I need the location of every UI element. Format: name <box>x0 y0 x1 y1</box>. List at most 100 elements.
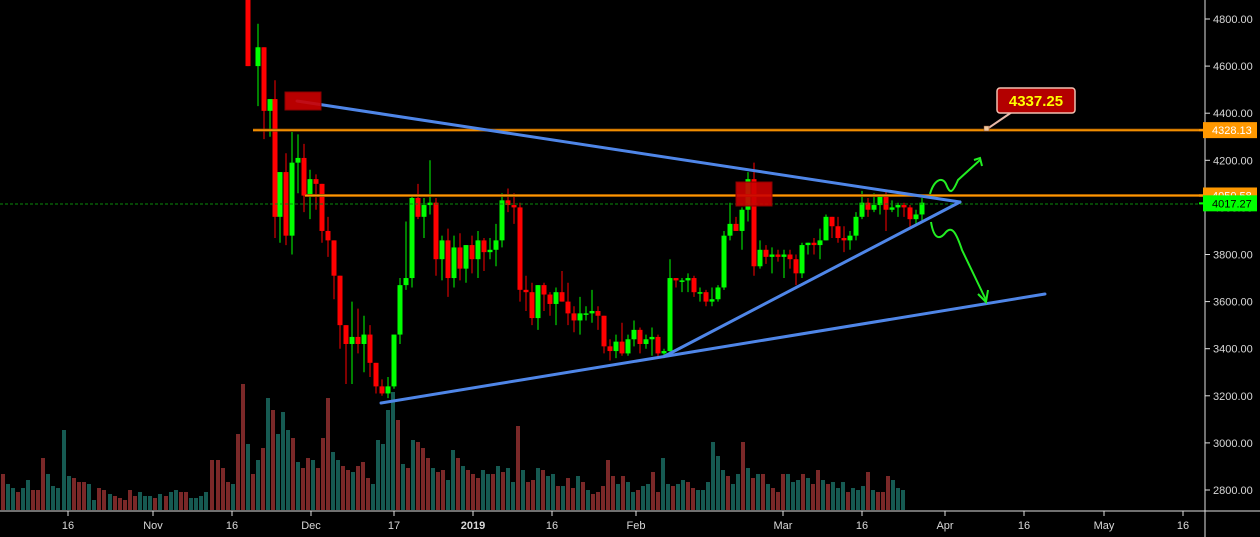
candle <box>535 285 541 330</box>
volume-bar <box>11 488 15 510</box>
volume-bar <box>746 468 750 510</box>
candle <box>673 278 679 288</box>
trendlines[interactable] <box>295 99 1047 405</box>
trendline-descending-resistance[interactable] <box>295 99 962 204</box>
volume-bar <box>806 478 810 510</box>
candle <box>655 334 661 359</box>
volume-bar <box>496 466 500 510</box>
time-axis[interactable]: 16 Nov 16 Dec 17 2019 16 Feb Mar 16 Apr 16 May 16 <box>0 510 1260 532</box>
candle <box>823 214 829 241</box>
volume-bar <box>158 494 162 510</box>
volume-bar <box>851 488 855 510</box>
volume-bar <box>291 438 295 510</box>
candle <box>379 379 385 396</box>
volume-bar <box>821 480 825 510</box>
candle <box>637 327 643 354</box>
volume-bar <box>731 484 735 510</box>
volume-bar <box>741 442 745 510</box>
volume-bar <box>566 478 570 510</box>
candle <box>487 238 493 260</box>
time-tick-label: 16 <box>1018 520 1030 532</box>
volume-bar <box>451 450 455 510</box>
volume-bar <box>886 476 890 510</box>
trendline-ascending-support-outer[interactable] <box>379 292 1047 405</box>
volume-bar <box>416 442 420 510</box>
swing-high-2-marker[interactable] <box>735 181 773 207</box>
swing-markers[interactable] <box>284 91 773 207</box>
volume-bar <box>316 468 320 510</box>
volume-bar <box>601 486 605 510</box>
price-tag <box>1203 122 1257 139</box>
trendline-ascending-support-inner[interactable] <box>663 200 962 358</box>
volume-bar <box>676 484 680 510</box>
candle <box>757 240 763 269</box>
volume-bar <box>691 488 695 510</box>
volume-bar <box>261 448 265 510</box>
volume-bar <box>606 460 610 510</box>
volume-bar <box>521 470 525 510</box>
volume-bar <box>581 482 585 510</box>
candle <box>721 230 727 290</box>
volume-bar <box>346 470 350 510</box>
volume-bar <box>82 482 86 510</box>
volume-bar <box>361 462 365 510</box>
volume-bar <box>351 472 355 510</box>
volume-bar <box>326 398 330 510</box>
volume-bar <box>226 482 230 510</box>
volume-bar <box>491 474 495 510</box>
volume-bar <box>391 392 395 510</box>
volume-bar <box>476 478 480 510</box>
price-tick-label: 4400.00 <box>1213 108 1253 120</box>
volume-bar <box>591 494 595 510</box>
volume-bar <box>431 468 435 510</box>
swing-high-1-marker[interactable] <box>284 91 322 111</box>
volume-bar <box>113 496 117 510</box>
volume-bar <box>311 460 315 510</box>
candle <box>415 183 421 220</box>
price-tick-label: 3200.00 <box>1213 391 1253 403</box>
volume-bar <box>204 492 208 510</box>
volume-bar <box>184 492 188 510</box>
volume-bar <box>796 480 800 510</box>
volume-bar <box>551 474 555 510</box>
candle <box>805 242 811 255</box>
volume-bar <box>631 492 635 510</box>
price-callout[interactable]: 4337.25 <box>983 87 1076 132</box>
candle <box>601 315 607 354</box>
volume-bar <box>636 490 640 510</box>
candle <box>319 183 325 243</box>
candle <box>817 228 823 260</box>
candle <box>907 205 913 229</box>
volume-bar <box>866 472 870 510</box>
volume-bar <box>881 492 885 510</box>
candle <box>255 23 261 107</box>
candle <box>913 209 919 224</box>
volume-bar <box>841 482 845 510</box>
volume-bar <box>696 490 700 510</box>
volume-bar <box>531 480 535 510</box>
candle <box>727 202 733 241</box>
volume-bar <box>831 482 835 510</box>
time-tick-label: Mar <box>774 520 793 532</box>
price-axis[interactable]: 4800.004600.004400.004200.004000.003800.… <box>1199 0 1260 537</box>
candle <box>553 287 559 326</box>
volume-bar <box>296 462 300 510</box>
volume-bar <box>401 464 405 510</box>
volume-bar <box>861 486 865 510</box>
time-tick-label: 16 <box>62 520 74 532</box>
volume-bar <box>711 442 715 510</box>
volume-bar <box>356 466 360 510</box>
candle <box>301 143 307 213</box>
volume-bar <box>87 484 91 510</box>
volume-bar <box>596 492 600 510</box>
volume-bar <box>102 490 106 510</box>
price-tag-label: 4017.27 <box>1212 198 1252 210</box>
volume-bar <box>556 486 560 510</box>
candle <box>421 197 427 239</box>
candle <box>841 226 847 253</box>
volume-bar <box>846 492 850 510</box>
candle <box>349 301 355 385</box>
volume-bar <box>616 484 620 510</box>
time-tick-label: Dec <box>301 520 321 532</box>
